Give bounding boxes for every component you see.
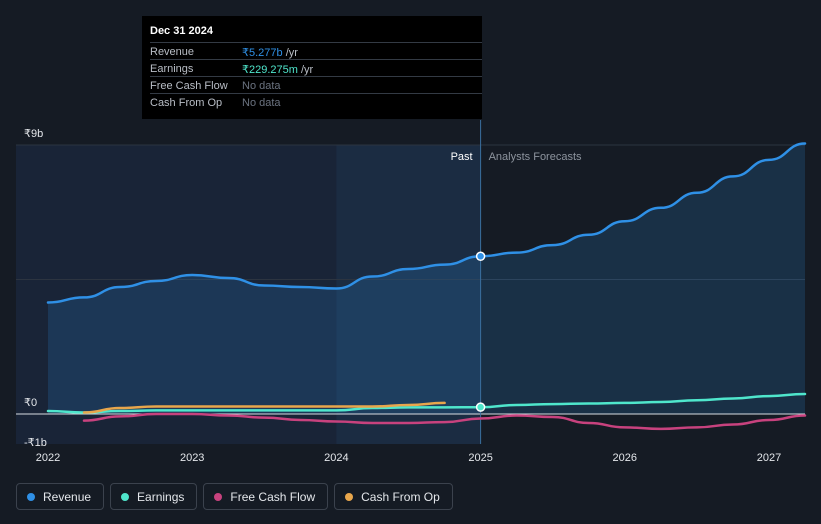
earnings-value: ₹229.275m — [242, 64, 298, 76]
x-tick-label: 2027 — [757, 452, 781, 464]
earnings-dot-icon — [121, 492, 130, 501]
x-tick-label: 2024 — [324, 452, 348, 464]
legend: Revenue Earnings Free Cash Flow Cash Fro… — [16, 483, 453, 512]
tooltip-value: ₹5.277b /yr — [242, 46, 298, 59]
tooltip-row-cash-from-op: Cash From Op No data — [150, 93, 482, 111]
legend-label: Earnings — [137, 489, 185, 504]
x-tick-label: 2023 — [180, 452, 204, 464]
revenue-area — [48, 143, 805, 414]
tooltip-row-free-cash-flow: Free Cash Flow No data — [150, 76, 482, 94]
free-cash-flow-dot-icon — [214, 492, 223, 501]
cash-from-op-dot-icon — [345, 492, 354, 501]
free-cash-flow-line — [82, 412, 807, 431]
tooltip-date: Dec 31 2024 — [150, 25, 213, 37]
recent-region-shade — [336, 145, 481, 444]
tooltip-label: Free Cash Flow — [150, 80, 228, 92]
tooltip-label: Revenue — [150, 46, 195, 58]
unit-label: /yr — [297, 64, 314, 76]
legend-item-cash-from-op[interactable]: Cash From Op — [334, 483, 453, 510]
past-label: Past — [451, 151, 473, 163]
x-tick-label: 2026 — [613, 452, 637, 464]
x-tick-label: 2025 — [468, 452, 492, 464]
unit-label: /yr — [282, 47, 298, 59]
legend-item-revenue[interactable]: Revenue — [16, 483, 105, 510]
free-cash-flow-value: No data — [242, 80, 281, 92]
legend-item-earnings[interactable]: Earnings — [110, 483, 198, 510]
y-tick-label: ₹0 — [24, 397, 37, 409]
earnings-highlight-point — [475, 402, 486, 412]
tooltip-row-earnings: Earnings ₹229.275m /yr — [150, 59, 482, 77]
revenue-value: ₹5.277b — [242, 47, 283, 59]
x-tick-label: 2022 — [36, 452, 60, 464]
tooltip-value: No data — [242, 80, 281, 92]
legend-label: Revenue — [43, 489, 92, 504]
legend-item-free-cash-flow[interactable]: Free Cash Flow — [203, 483, 329, 510]
tooltip-row-revenue: Revenue ₹5.277b /yr — [150, 42, 482, 60]
tooltip-value: No data — [242, 97, 281, 109]
tooltip-label: Cash From Op — [150, 97, 223, 109]
tooltip-value: ₹229.275m /yr — [242, 63, 313, 76]
legend-label: Cash From Op — [361, 489, 440, 504]
y-tick-label: ₹9b — [24, 128, 43, 140]
cash-from-op-value: No data — [242, 97, 281, 109]
revenue-line — [46, 142, 807, 304]
revenue-dot-icon — [27, 492, 35, 501]
revenue-highlight-point — [475, 251, 486, 262]
y-tick-label: -₹1b — [24, 437, 47, 449]
earnings-line — [46, 392, 807, 414]
legend-label: Free Cash Flow — [230, 489, 316, 504]
forecast-label: Analysts Forecasts — [489, 151, 582, 163]
cash-from-op-line — [82, 401, 446, 414]
tooltip-label: Earnings — [150, 63, 194, 75]
tooltip: Dec 31 2024 Revenue ₹5.277b /yr Earnings… — [142, 16, 482, 119]
